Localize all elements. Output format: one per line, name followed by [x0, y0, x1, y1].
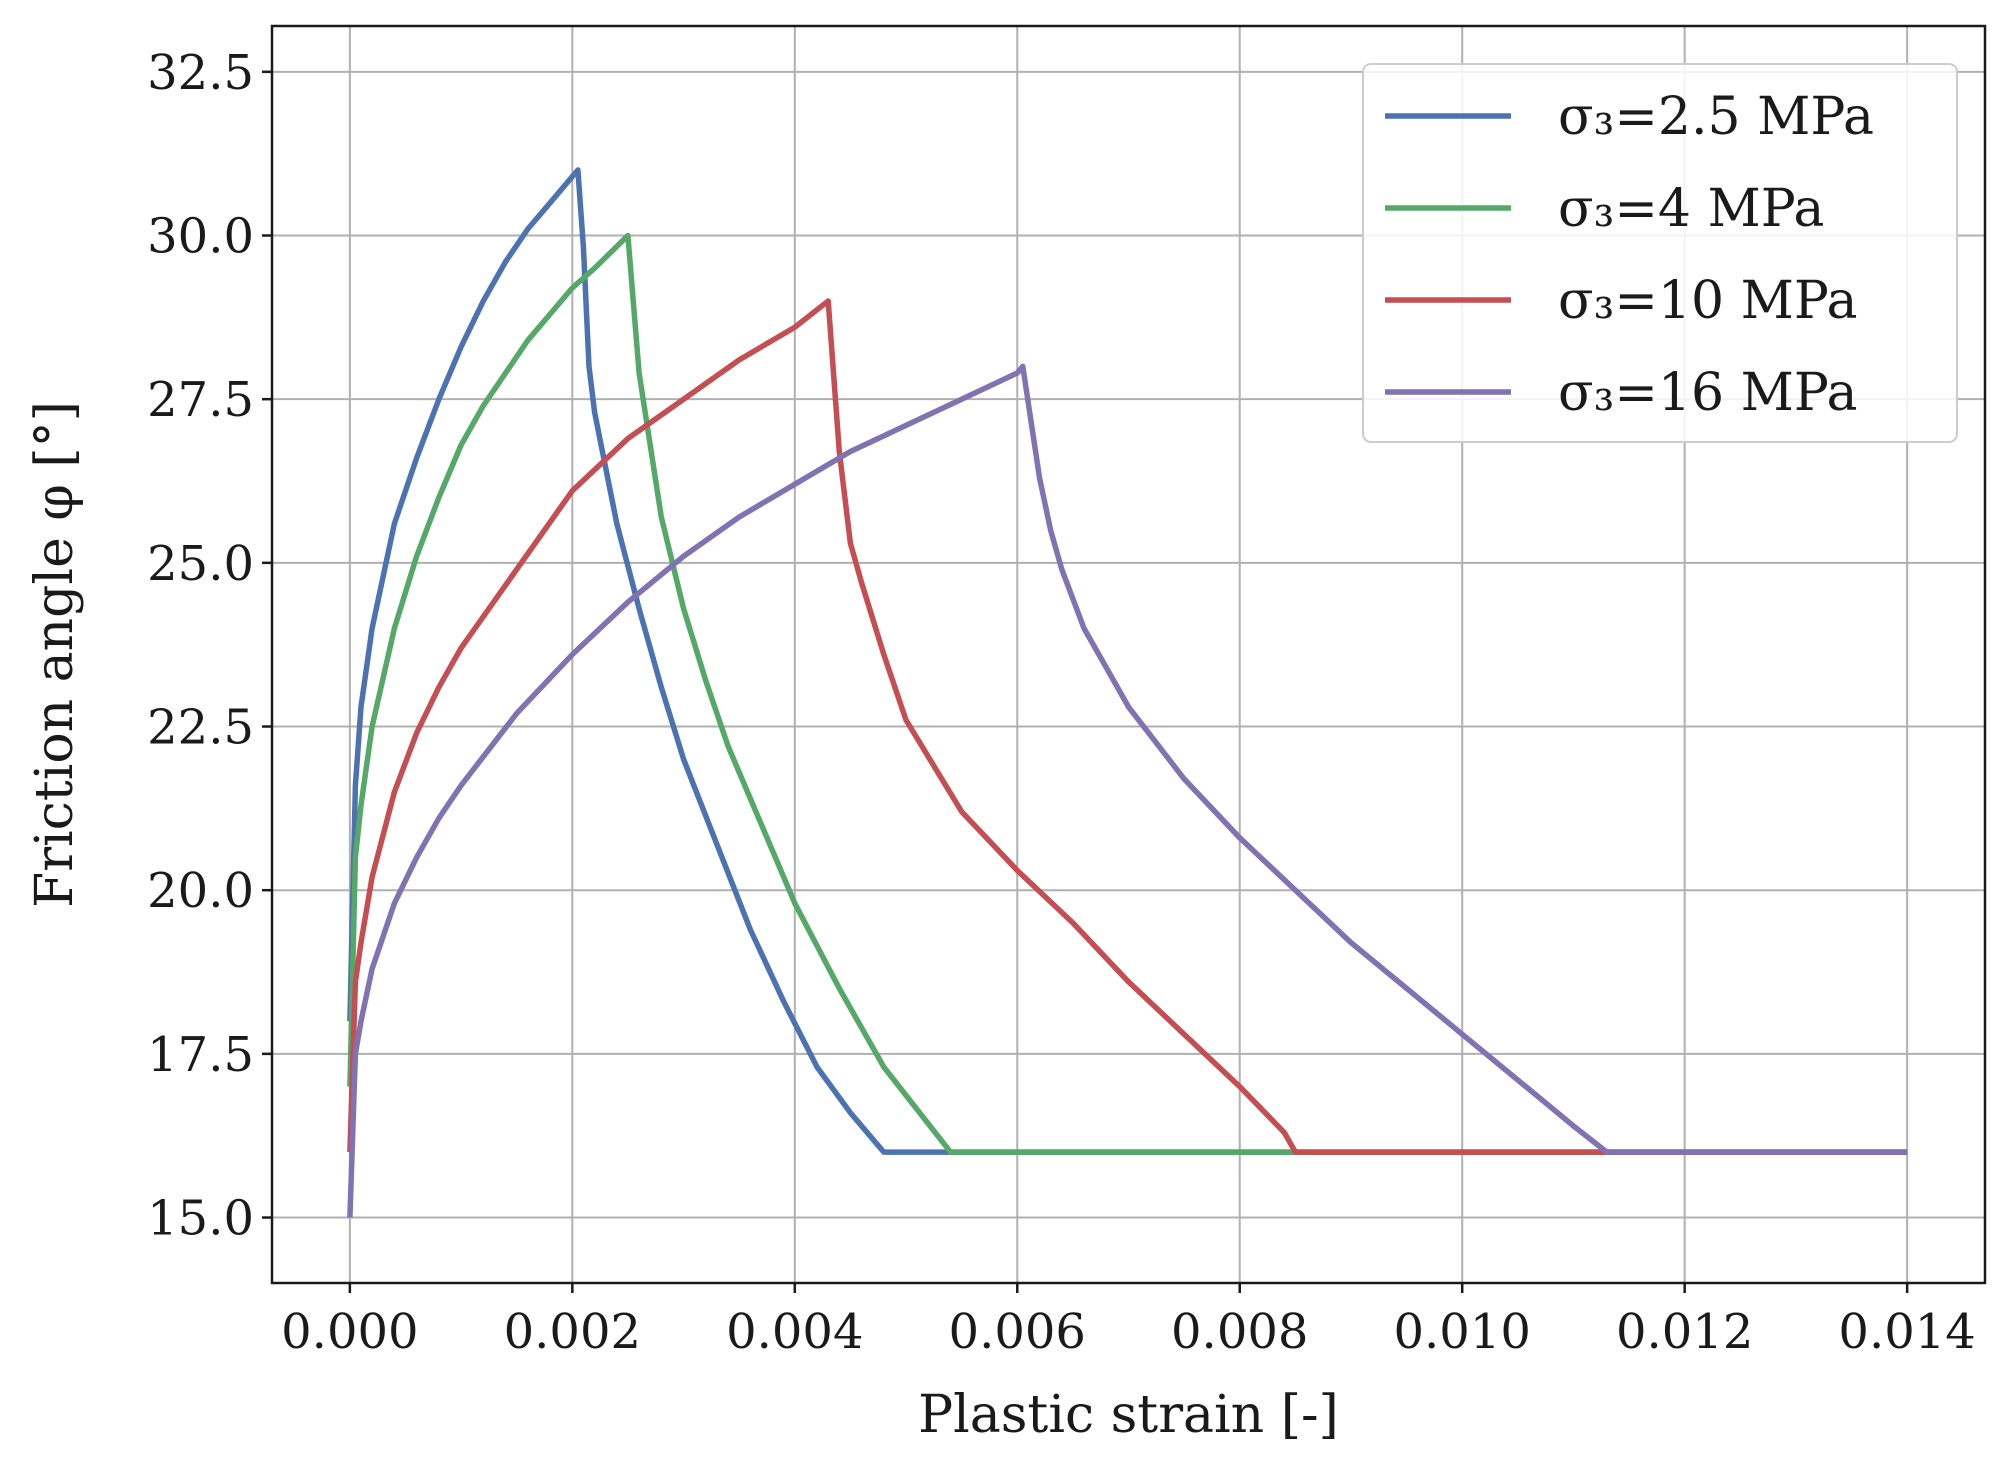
legend-label-1: σ₃=2.5 MPa [1558, 87, 1874, 147]
y-tick-label: 22.5 [147, 700, 254, 756]
y-axis-label: Friction angle φ [°] [25, 401, 85, 908]
y-tick-label: 30.0 [147, 209, 254, 265]
y-tick-label: 25.0 [147, 536, 254, 592]
y-tick-label: 27.5 [147, 372, 254, 428]
y-tick-label: 20.0 [147, 863, 254, 919]
x-tick-label: 0.004 [726, 1304, 863, 1360]
series-line-1 [347, 167, 1908, 1155]
x-tick-label: 0.014 [1838, 1304, 1975, 1360]
series-line-2 [347, 232, 1908, 1155]
y-tick-label: 15.0 [147, 1191, 254, 1247]
x-tick-label: 0.006 [949, 1304, 1086, 1360]
x-tick-label: 0.010 [1393, 1304, 1530, 1360]
legend-label-3: σ₃=10 MPa [1558, 271, 1858, 331]
y-tick-label: 32.5 [147, 45, 254, 101]
series-line-3 [347, 298, 1908, 1155]
y-tick-label: 17.5 [147, 1027, 254, 1083]
x-tick-label: 0.002 [504, 1304, 641, 1360]
x-tick-label: 0.000 [281, 1304, 418, 1360]
plot-area-frame [270, 24, 1987, 1285]
x-tick-label: 0.008 [1171, 1304, 1308, 1360]
legend: σ₃=2.5 MPa σ₃=4 MPa σ₃=10 MPa σ₃=16 MPa [1362, 63, 1958, 443]
x-axis-label: Plastic strain [-] [918, 1385, 1339, 1445]
series-line-4 [347, 363, 1908, 1218]
series-layer [347, 167, 1908, 1218]
legend-label-2: σ₃=4 MPa [1558, 179, 1824, 239]
x-tick-label: 0.012 [1616, 1304, 1753, 1360]
legend-box [1362, 63, 1958, 443]
legend-label-4: σ₃=16 MPa [1558, 363, 1858, 423]
tick-layer: 0.000 0.002 0.004 0.006 0.008 0.010 0.012 0.014… [147, 45, 1976, 1360]
